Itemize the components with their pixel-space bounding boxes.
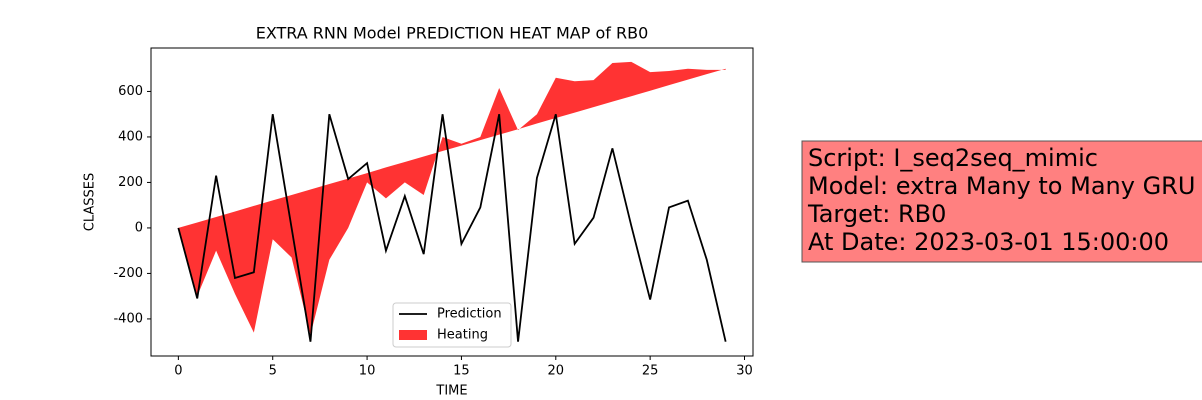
plot-frame [150,47,754,357]
chart-title: EXTRA RNN Model PREDICTION HEAT MAP of R… [256,24,649,43]
y-tick-label: 600 [118,84,143,99]
y-tick-label: 0 [135,220,143,235]
info-line: Target: RB0 [807,200,946,228]
x-tick-label: 5 [269,364,277,379]
prediction-line [177,113,727,342]
x-axis-label: TIME [435,384,467,399]
x-tick-label: 10 [359,364,376,379]
info-box [801,140,1202,263]
x-tick-label: 25 [642,364,659,379]
y-tick-label: 200 [118,175,143,190]
legend-swatch [399,330,427,340]
x-tick-label: 30 [736,364,753,379]
legend-label: Heating [437,328,488,343]
heating-area [178,61,726,335]
x-tick-label: 15 [453,364,470,379]
info-line: Script: I_seq2seq_mimic [808,144,1098,172]
y-axis-label: CLASSES [83,173,98,231]
y-tick-label: -200 [113,266,143,281]
y-tick-label: -400 [113,311,143,326]
x-tick-label: 0 [174,364,182,379]
info-line: Model: extra Many to Many GRU [808,172,1195,200]
info-line: At Date: 2023-03-01 15:00:00 [808,228,1169,256]
y-tick-label: 400 [118,129,143,144]
legend-label: Prediction [437,307,502,322]
x-tick-label: 20 [548,364,565,379]
